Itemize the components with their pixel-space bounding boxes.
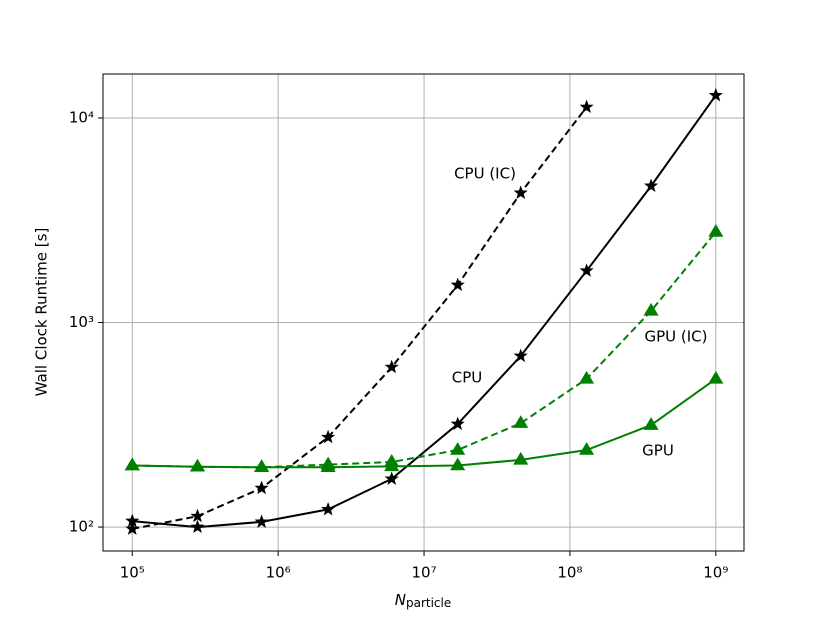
x-label-main: N	[395, 591, 406, 609]
data-point	[708, 224, 724, 237]
data-point	[450, 442, 466, 455]
series-label: GPU (IC)	[644, 328, 707, 346]
series-label: GPU	[642, 442, 674, 460]
y-axis-label: Wall Clock Runtime [s]	[33, 228, 51, 397]
data-point	[321, 429, 336, 444]
x-label-sub: particle	[406, 596, 451, 610]
data-point	[644, 178, 659, 192]
data-point	[450, 277, 465, 292]
plot-frame	[102, 73, 745, 552]
plot-area	[103, 74, 744, 551]
x-axis-label: Nparticle	[395, 591, 452, 610]
data-point	[190, 519, 205, 534]
data-point	[125, 521, 140, 535]
x-tick-label: 10⁷	[411, 564, 436, 582]
series-line	[132, 378, 717, 469]
x-tick-label: 10⁸	[557, 564, 582, 582]
data-point	[254, 514, 269, 528]
series-label: CPU	[452, 369, 483, 387]
data-point	[579, 99, 594, 114]
data-point	[708, 87, 723, 102]
data-point	[579, 263, 594, 277]
y-tick-label: 10²	[69, 518, 94, 536]
series-line	[132, 231, 717, 469]
data-point	[189, 458, 206, 472]
data-point	[513, 451, 529, 465]
data-point	[124, 457, 140, 471]
grid	[103, 74, 744, 551]
data-point	[384, 454, 400, 467]
data-point	[190, 508, 205, 523]
data-point	[384, 471, 399, 485]
data-point	[254, 459, 270, 472]
data-point	[579, 442, 595, 455]
data-point	[513, 348, 528, 363]
data-point	[450, 457, 466, 471]
data-point	[708, 370, 724, 384]
data-point	[579, 370, 595, 384]
data-point	[450, 416, 465, 431]
data-point	[643, 302, 659, 316]
x-tick-label: 10⁹	[703, 564, 728, 582]
data-point	[384, 359, 399, 374]
data-point	[321, 501, 336, 516]
x-tick-label: 10⁵	[120, 564, 145, 582]
lines	[124, 87, 724, 535]
data-point	[320, 456, 336, 470]
y-tick-label: 10³	[69, 313, 94, 331]
series-label: CPU (IC)	[454, 165, 516, 183]
data-point	[254, 480, 269, 495]
series-line	[132, 106, 588, 530]
data-point	[643, 417, 659, 430]
y-tick-label: 10⁴	[69, 108, 94, 126]
data-point	[513, 415, 529, 428]
series-line	[132, 94, 717, 529]
x-tick-label: 10⁶	[266, 564, 291, 582]
data-point	[513, 185, 528, 199]
